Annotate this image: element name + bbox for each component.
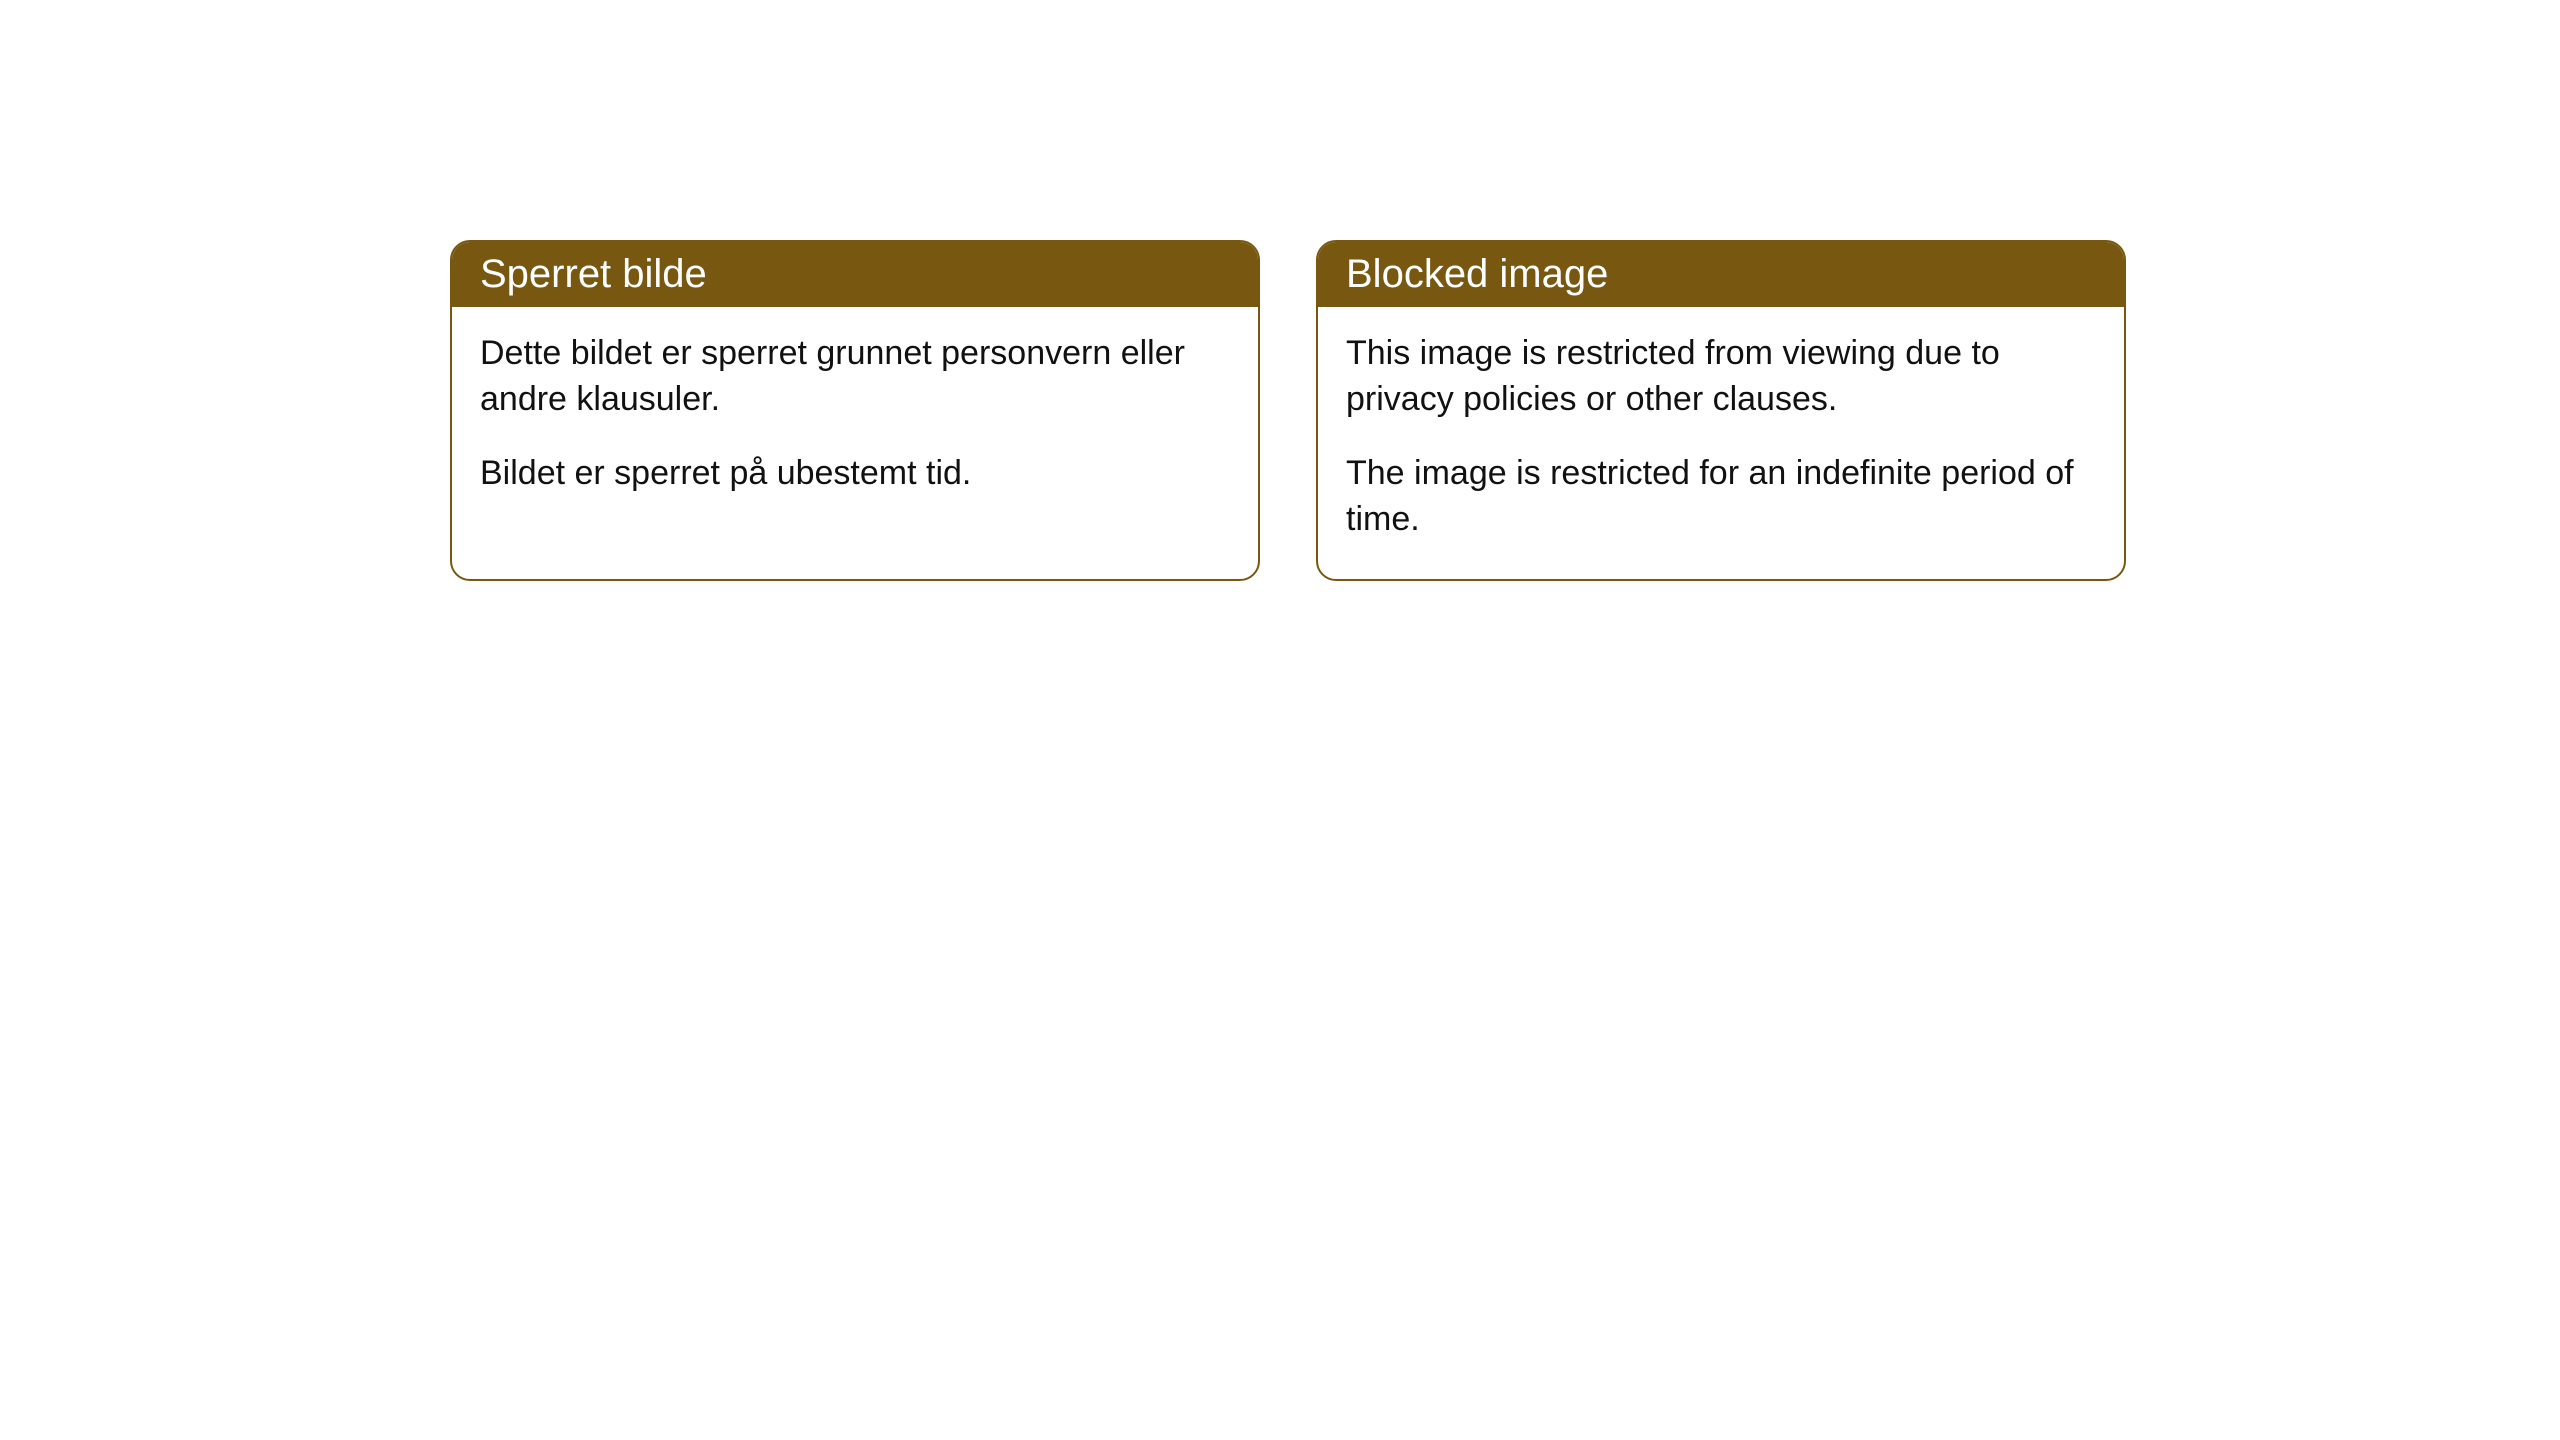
card-paragraph: This image is restricted from viewing du… [1346, 331, 2096, 423]
notice-cards-container: Sperret bilde Dette bildet er sperret gr… [450, 240, 2126, 581]
card-title: Blocked image [1346, 252, 1608, 296]
card-paragraph: The image is restricted for an indefinit… [1346, 451, 2096, 543]
card-body: This image is restricted from viewing du… [1318, 307, 2124, 579]
card-paragraph: Dette bildet er sperret grunnet personve… [480, 331, 1230, 423]
card-body: Dette bildet er sperret grunnet personve… [452, 307, 1258, 533]
card-title: Sperret bilde [480, 252, 707, 296]
card-header: Sperret bilde [452, 242, 1258, 307]
card-paragraph: Bildet er sperret på ubestemt tid. [480, 451, 1230, 497]
card-header: Blocked image [1318, 242, 2124, 307]
blocked-image-card-no: Sperret bilde Dette bildet er sperret gr… [450, 240, 1260, 581]
blocked-image-card-en: Blocked image This image is restricted f… [1316, 240, 2126, 581]
